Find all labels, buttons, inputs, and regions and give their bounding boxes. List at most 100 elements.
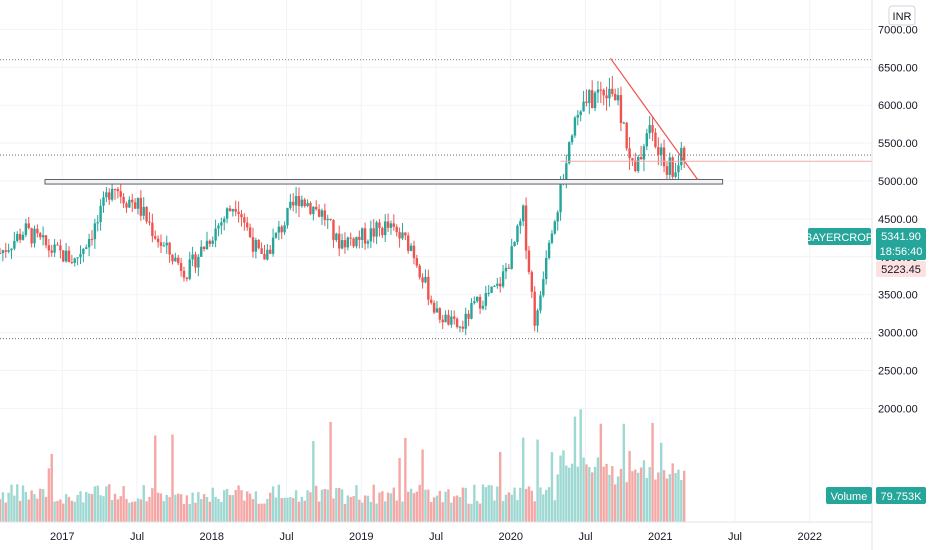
candle-body — [378, 222, 381, 228]
candle-body — [168, 242, 171, 255]
volume-bar — [401, 501, 404, 522]
candle-body — [151, 222, 154, 237]
volume-bar — [211, 487, 214, 522]
volume-bar — [33, 494, 36, 522]
candle-body — [579, 111, 582, 116]
volume-bar — [223, 490, 226, 522]
volume-bar — [202, 494, 206, 522]
candle-body — [171, 254, 174, 262]
time-tick-label: 2017 — [50, 531, 74, 543]
candle-body — [622, 122, 626, 124]
candle-body — [41, 235, 45, 238]
volume-bar — [220, 501, 223, 522]
volume-bar — [481, 484, 485, 522]
volume-bar — [438, 490, 442, 522]
volume-bar — [599, 423, 603, 522]
candle-body — [478, 296, 482, 309]
volume-bar — [283, 497, 286, 522]
candle-body — [79, 253, 82, 258]
candle-body — [366, 241, 370, 244]
volume-bar — [30, 490, 33, 522]
candle-body — [277, 226, 281, 233]
volume-bar — [645, 477, 649, 522]
volume-bar — [547, 487, 551, 522]
volume-bar — [59, 499, 62, 522]
candle-body — [639, 157, 643, 160]
volume-bar — [570, 463, 574, 522]
candle-body — [188, 259, 191, 279]
candle-body — [358, 236, 361, 240]
volume-bar — [21, 485, 25, 522]
volume-bar — [246, 491, 249, 522]
volume-bar — [642, 460, 646, 522]
candle-body — [139, 197, 143, 216]
volume-bar — [536, 439, 539, 522]
volume-bar — [332, 498, 335, 522]
grid-layer — [0, 0, 872, 522]
candle-body — [208, 240, 212, 244]
candle-body — [320, 210, 324, 217]
volume-bar — [96, 485, 99, 522]
candle-body — [148, 221, 151, 223]
volume-bar — [677, 469, 680, 522]
support-zone[interactable] — [44, 178, 724, 185]
candles-layer — [0, 75, 686, 336]
candle-body — [522, 205, 525, 222]
volume-bar — [335, 488, 338, 522]
volume-bar — [407, 491, 410, 522]
currency-button[interactable]: INR — [888, 5, 916, 26]
volume-bar — [76, 494, 79, 522]
candle-body — [616, 95, 620, 101]
candle-body — [605, 95, 608, 99]
candle-body — [105, 192, 108, 198]
candle-body — [251, 237, 255, 252]
candle-body — [13, 240, 16, 249]
secondary-price-label: 5223.45 — [876, 261, 926, 277]
volume-bar — [162, 501, 166, 522]
candle-body — [536, 310, 539, 326]
volume-bar — [148, 496, 151, 522]
price-tick-label: 3500.00 — [878, 290, 918, 302]
candle-body — [634, 160, 637, 172]
candle-body — [355, 236, 358, 247]
volume-bar — [421, 449, 424, 522]
volume-bar — [392, 487, 396, 522]
candle-body — [461, 326, 465, 329]
candle-body — [335, 233, 338, 241]
time-axis[interactable]: 2017 Jul 2018 Jul 2019 Jul 2020 Jul 2021 Jul 2022 — [0, 521, 872, 543]
candle-body — [145, 206, 148, 222]
volume-bar — [168, 497, 171, 522]
candle-body — [303, 199, 306, 207]
candle-body — [4, 250, 7, 252]
volume-bar — [309, 492, 312, 522]
volume-bar — [674, 473, 677, 522]
volume-bar — [349, 496, 352, 522]
candle-body — [154, 236, 157, 239]
candle-body — [381, 227, 384, 236]
volume-bar — [369, 502, 373, 522]
volume-bar — [579, 409, 582, 522]
candle-body — [608, 88, 611, 99]
candle-body — [90, 238, 94, 240]
candle-body — [87, 238, 91, 248]
trendline[interactable] — [609, 57, 699, 180]
volume-bar — [530, 490, 534, 522]
candle-body — [33, 228, 36, 244]
volume-bar — [404, 437, 407, 522]
volume-bar — [553, 500, 557, 522]
volume-bar — [513, 487, 516, 522]
volume-bar — [467, 503, 470, 522]
volume-bar — [159, 493, 163, 522]
candle-body — [659, 147, 663, 155]
candle-body — [260, 248, 263, 254]
time-tick-label: 2020 — [499, 531, 523, 543]
candle-body — [682, 147, 686, 160]
candle-body — [326, 218, 329, 221]
volume-bar — [1, 492, 5, 522]
volume-bar — [27, 499, 30, 522]
candle-body — [361, 228, 364, 240]
bar-countdown: 18:56:40 — [880, 246, 923, 258]
candle-body — [363, 228, 367, 244]
candle-body — [217, 225, 220, 229]
